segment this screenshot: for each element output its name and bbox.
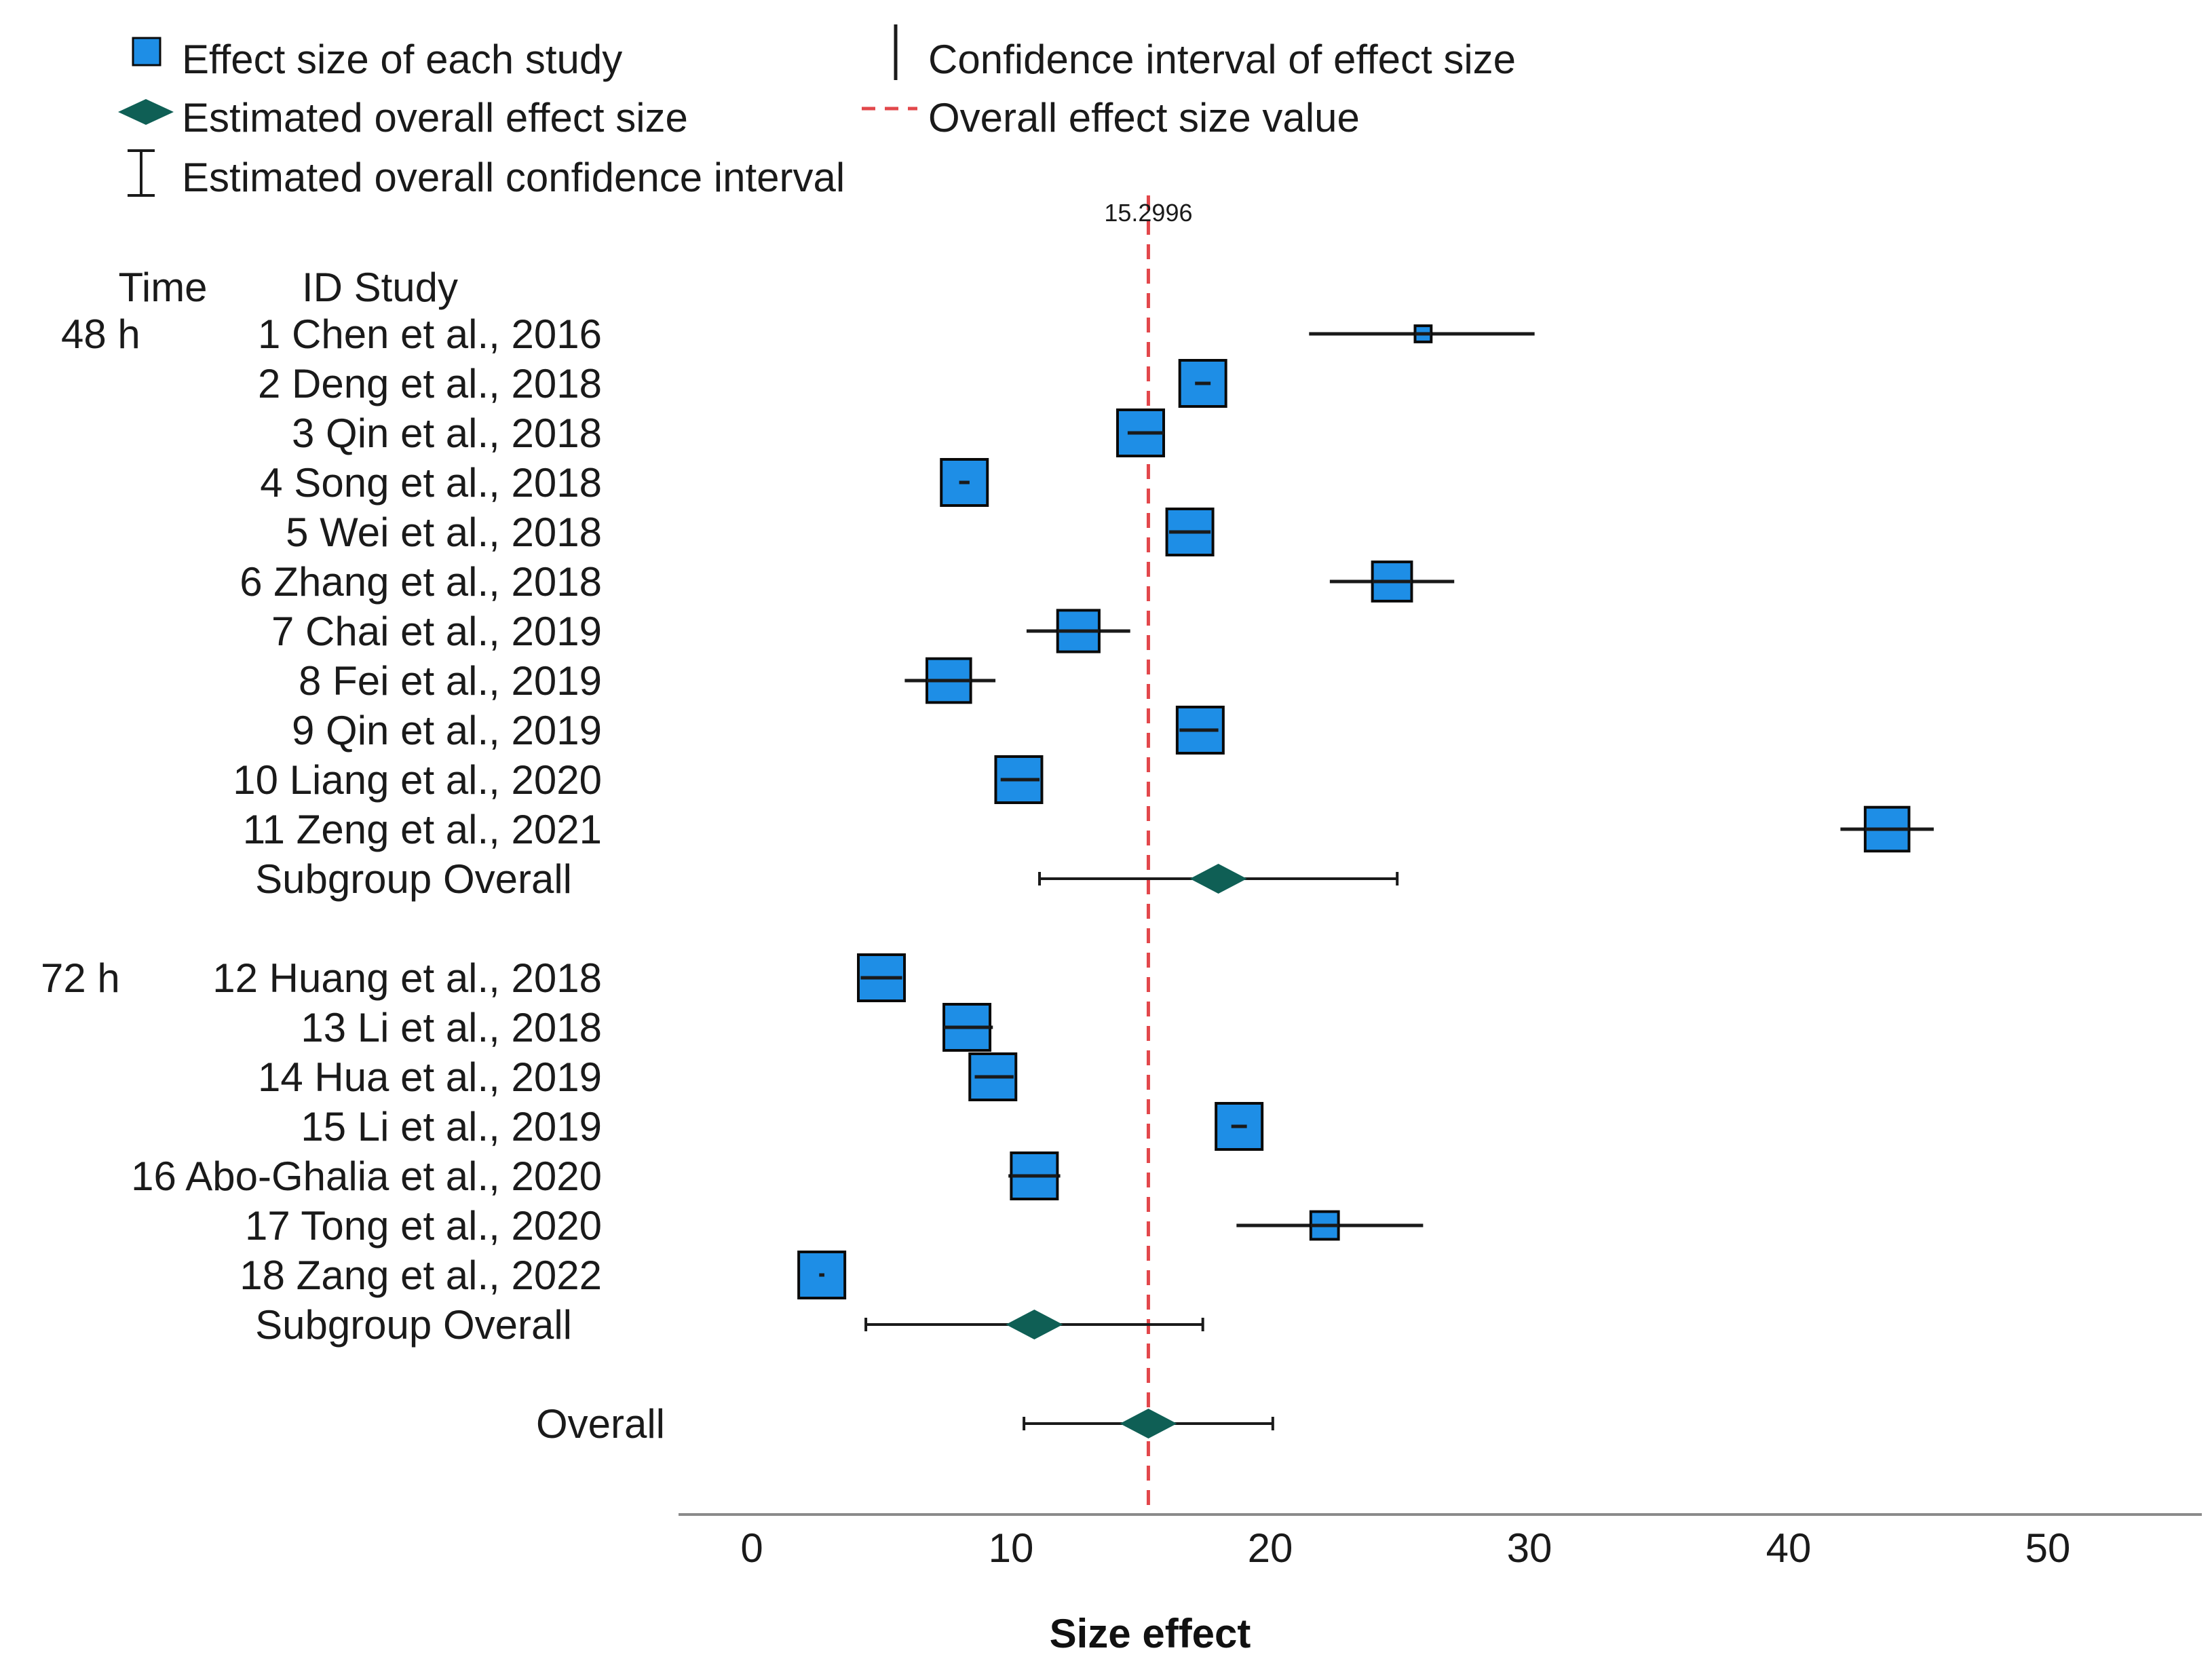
study-label: 2 Deng et al., 2018 <box>258 361 602 406</box>
study-row: 3 Qin et al., 2018 <box>292 408 1165 457</box>
study-row: 9 Qin et al., 2019 <box>292 706 1225 755</box>
legend-label-diamond: Estimated overall effect size <box>182 95 688 140</box>
legend-square-icon <box>132 37 161 66</box>
header-study: ID Study <box>302 265 458 310</box>
effect-square <box>1215 1102 1264 1151</box>
x-tick-label: 30 <box>1507 1525 1552 1571</box>
study-label: 16 Abo-Ghalia et al., 2020 <box>131 1154 602 1199</box>
study-row: 6 Zhang et al., 2018 <box>240 559 1455 605</box>
column-headers: Time ID Study <box>118 265 458 310</box>
overall-diamond <box>1120 1409 1177 1439</box>
study-label: 15 Li et al., 2019 <box>301 1104 602 1149</box>
study-label: 6 Zhang et al., 2018 <box>240 559 602 605</box>
x-tick-label: 40 <box>1766 1525 1812 1571</box>
subgroup-row: Subgroup Overall <box>255 856 1399 902</box>
study-row: 7 Chai et al., 2019 <box>271 609 1130 654</box>
legend: Effect size of each study Confidence inte… <box>118 24 1516 200</box>
overall-row: Overall <box>536 1401 1274 1447</box>
study-label: 13 Li et al., 2018 <box>301 1005 602 1050</box>
subgroup-row: Subgroup Overall <box>255 1302 1204 1348</box>
effect-square <box>797 1251 847 1299</box>
study-row: 15 Li et al., 2019 <box>301 1102 1264 1151</box>
x-tick-label: 50 <box>2025 1525 2071 1571</box>
study-label: 7 Chai et al., 2019 <box>271 609 602 654</box>
legend-label-overall-ci: Estimated overall confidence interval <box>182 155 845 200</box>
study-label: 17 Tong et al., 2020 <box>245 1203 602 1249</box>
study-label: 14 Hua et al., 2019 <box>258 1054 602 1100</box>
study-label: 9 Qin et al., 2019 <box>292 708 602 753</box>
x-axis-title: Size effect <box>1050 1611 1251 1656</box>
study-label: 11 Zeng et al., 2021 <box>243 807 602 852</box>
study-row: 11 Zeng et al., 2021 <box>243 805 1934 853</box>
legend-label-refline: Overall effect size value <box>928 95 1360 140</box>
study-label: 8 Fei et al., 2019 <box>299 658 602 704</box>
study-row: 5 Wei et al., 2018 <box>286 508 1215 556</box>
legend-label-study: Effect size of each study <box>182 37 622 82</box>
study-row: 2 Deng et al., 2018 <box>258 359 1227 408</box>
study-row: 10 Liang et al., 2020 <box>233 755 1044 804</box>
x-tick-label: 10 <box>989 1525 1034 1571</box>
x-axis: 0 10 20 30 40 50 Size effect <box>679 1513 2202 1656</box>
header-time: Time <box>118 265 207 310</box>
legend-diamond-icon <box>118 99 174 125</box>
subgroup-label: Subgroup Overall <box>255 856 572 902</box>
time-label: 48 h <box>61 311 140 357</box>
legend-label-ci: Confidence interval of effect size <box>928 37 1516 82</box>
study-label: 1 Chen et al., 2016 <box>258 311 602 357</box>
study-row: 8 Fei et al., 2019 <box>299 657 996 704</box>
study-row: 16 Abo-Ghalia et al., 2020 <box>131 1151 1061 1200</box>
overall-diamond <box>1189 864 1247 894</box>
study-label: 18 Zang et al., 2022 <box>240 1253 602 1298</box>
study-row: 18 Zang et al., 2022 <box>240 1251 847 1299</box>
study-label: 12 Huang et al., 2018 <box>212 955 602 1001</box>
x-tick-label: 0 <box>740 1525 763 1571</box>
study-label: 3 Qin et al., 2018 <box>292 411 602 456</box>
study-label: 4 Song et al., 2018 <box>260 460 602 506</box>
study-row: 48 h 1 Chen et al., 2016 <box>61 311 1535 357</box>
reference-value-label: 15.2996 <box>1104 199 1192 227</box>
x-tick-label: 20 <box>1248 1525 1293 1571</box>
study-row: 72 h 12 Huang et al., 2018 <box>41 953 906 1002</box>
study-row: 14 Hua et al., 2019 <box>258 1052 1018 1101</box>
study-row: 13 Li et al., 2018 <box>301 1003 993 1052</box>
study-label: 10 Liang et al., 2020 <box>233 757 602 803</box>
time-label: 72 h <box>41 955 120 1001</box>
overall-label: Overall <box>536 1401 665 1447</box>
subgroup-label: Subgroup Overall <box>255 1302 572 1348</box>
study-label: 5 Wei et al., 2018 <box>286 510 602 555</box>
overall-diamond <box>1006 1310 1063 1339</box>
study-row: 4 Song et al., 2018 <box>260 458 989 507</box>
study-row: 17 Tong et al., 2020 <box>245 1203 1424 1249</box>
